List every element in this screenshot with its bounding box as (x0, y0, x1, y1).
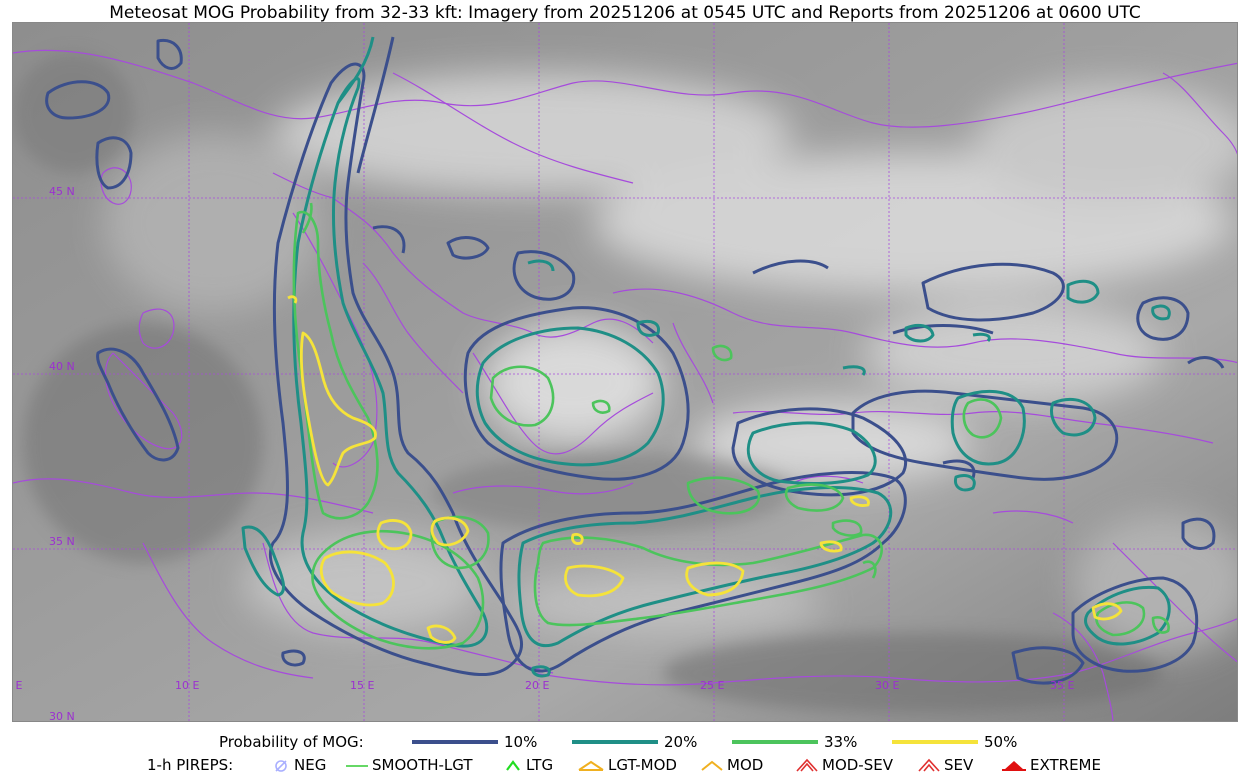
swatch-33pct (732, 740, 818, 744)
legend-label-33pct: 33% (824, 733, 858, 751)
legend-item-33pct: 33% (732, 733, 857, 751)
pirep-label-mod-sev: MOD-SEV (822, 756, 893, 774)
extreme-icon (1002, 761, 1026, 771)
pirep-label-neg: NEG (294, 756, 327, 774)
lon-label-10: 10 E (175, 679, 199, 692)
lon-label-15: 15 E (350, 679, 374, 692)
pirep-item-mod: MOD (701, 756, 763, 774)
pireps-legend-title: 1-h PIREPS: (147, 756, 234, 774)
lat-label-30: 30 N (49, 710, 75, 722)
probability-legend: Probability of MOG: 10% 20% 33% 50% (0, 733, 1250, 755)
sev-icon (918, 758, 940, 772)
map-title: Meteosat MOG Probability from 32-33 kft:… (109, 3, 1141, 23)
lon-label-30: 30 E (875, 679, 899, 692)
graticule (13, 23, 1237, 721)
pireps-legend: 1-h PIREPS: NEG SMOOTH-LGT LTG LGT-MOD M… (0, 756, 1250, 778)
map-panel[interactable]: 45 N 40 N 35 N 30 N 5 E 10 E 15 E 20 E 2… (12, 22, 1238, 722)
contours-10pct (45, 36, 1225, 685)
legend-item-50pct: 50% (892, 733, 1017, 751)
contours-50pct (287, 295, 1123, 644)
probability-legend-title: Probability of MOG: (219, 733, 364, 751)
legend-label-50pct: 50% (984, 733, 1018, 751)
pirep-item-smooth-lgt: SMOOTH-LGT (346, 756, 473, 774)
legend-label-10pct: 10% (504, 733, 538, 751)
pirep-item-ltg: LTG (504, 756, 553, 774)
lon-label-20: 20 E (525, 679, 549, 692)
mod-icon (701, 760, 723, 771)
pirep-item-lgt-mod: LGT-MOD (578, 756, 677, 774)
pirep-label-sev: SEV (944, 756, 974, 774)
lgt-mod-icon (578, 760, 604, 771)
pirep-item-extreme: EXTREME (1002, 756, 1101, 774)
pirep-label-extreme: EXTREME (1030, 756, 1101, 774)
legend-item-20pct: 20% (572, 733, 697, 751)
pirep-item-mod-sev: MOD-SEV (796, 756, 893, 774)
swatch-20pct (572, 740, 658, 744)
pirep-label-smooth-lgt: SMOOTH-LGT (372, 756, 473, 774)
pirep-item-neg: NEG (272, 756, 326, 774)
dark-regions (13, 53, 1163, 713)
coastlines-borders (13, 49, 1237, 721)
latitude-labels: 45 N 40 N 35 N 30 N (49, 185, 75, 722)
contours-20pct (241, 36, 1171, 678)
ltg-icon (506, 760, 520, 771)
legend-label-20pct: 20% (664, 733, 698, 751)
smooth-lgt-icon (346, 765, 368, 767)
lon-label-25: 25 E (700, 679, 724, 692)
satellite-map: 45 N 40 N 35 N 30 N 5 E 10 E 15 E 20 E 2… (13, 23, 1237, 722)
neg-icon (275, 760, 287, 772)
pirep-item-sev: SEV (918, 756, 973, 774)
lon-label-35: 35 E (1050, 679, 1074, 692)
pirep-label-lgt-mod: LGT-MOD (608, 756, 677, 774)
swatch-50pct (892, 740, 978, 744)
lon-label-5: 5 E (13, 679, 22, 692)
lat-label-35: 35 N (49, 535, 75, 548)
pirep-label-ltg: LTG (526, 756, 554, 774)
lat-label-40: 40 N (49, 360, 75, 373)
lat-label-45: 45 N (49, 185, 75, 198)
longitude-labels: 5 E 10 E 15 E 20 E 25 E 30 E 35 E (13, 679, 1074, 692)
legend-item-10pct: 10% (412, 733, 537, 751)
mod-sev-icon (796, 758, 818, 772)
pirep-label-mod: MOD (727, 756, 764, 774)
swatch-10pct (412, 740, 498, 744)
